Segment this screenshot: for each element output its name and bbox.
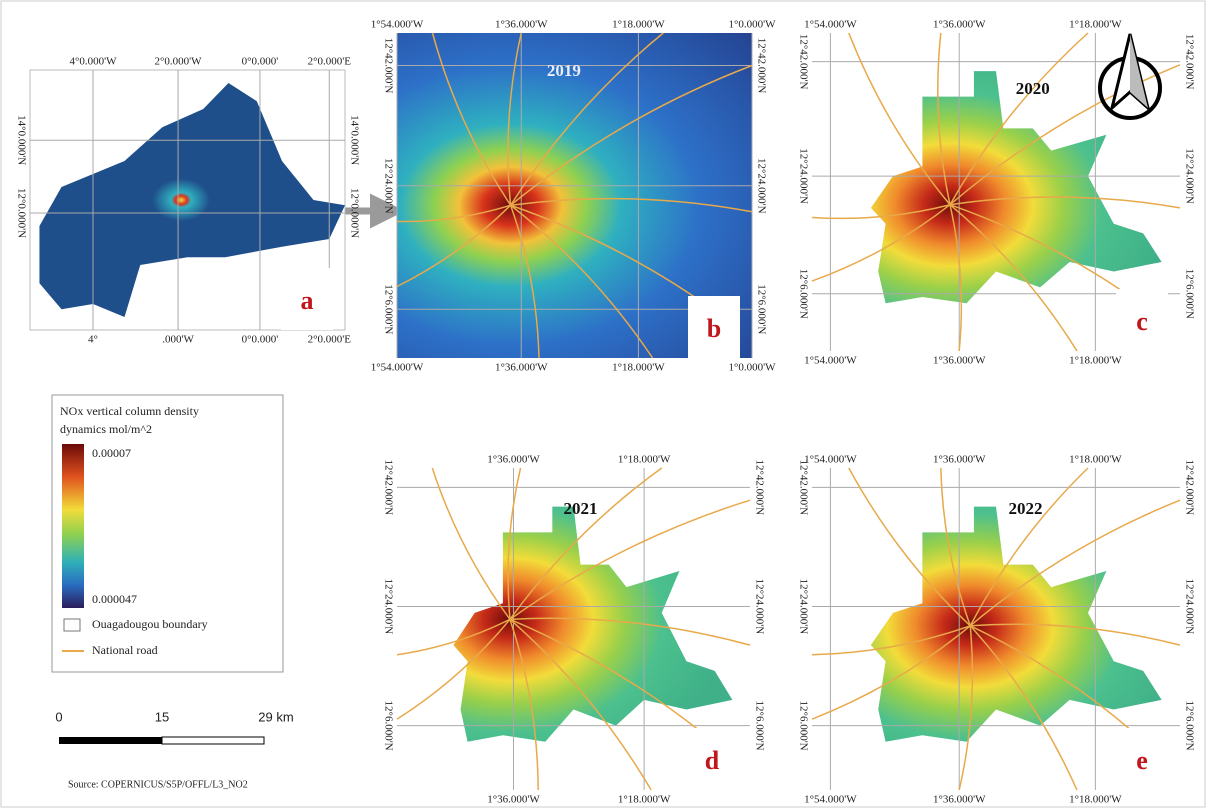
coord-label: 12°42.000'N — [382, 38, 394, 94]
coord-label: 1°18.000'W — [618, 454, 671, 466]
coord-label: 2°0.000'E — [308, 334, 352, 346]
coord-label: 1°36.000'W — [495, 362, 548, 374]
coord-label: 1°36.000'W — [933, 355, 986, 367]
coord-label: 12°6.000'N — [382, 284, 394, 334]
year-label: 2019 — [547, 61, 581, 80]
coord-label: 12°6.000'N — [753, 701, 765, 751]
panel-letter: c — [1136, 307, 1148, 336]
map-panel: 4°0.000'W 2°0.000'W 0°0.000' 2°0.000'E 4° .00… — [15, 56, 360, 346]
color-bar — [62, 444, 84, 608]
boundary-swatch — [64, 619, 80, 631]
coord-label: 1°36.000'W — [487, 794, 540, 806]
coord-label: 12°24.000'N — [1183, 579, 1195, 635]
coord-label: 12°24.000'N — [382, 158, 394, 214]
coord-label: 1°18.000'W — [612, 19, 665, 31]
coord-label: 12°24.000'N — [797, 579, 809, 635]
coord-label: 12°42.000'N — [797, 34, 809, 90]
coord-label: 1°0.000'W — [728, 19, 776, 31]
coord-label: 1°54.000'W — [804, 794, 857, 806]
figure: NOx vertical column density dynamics mol… — [0, 0, 1206, 808]
coord-label: 12°24.000'N — [382, 579, 394, 635]
coord-label: 1°18.000'W — [1069, 454, 1122, 466]
scale-label: 0 — [55, 709, 62, 724]
coord-label: 12°24.000'N — [755, 158, 767, 214]
coord-label: 14°0.000'N — [348, 115, 360, 165]
coord-label: 14°0.000'N — [15, 115, 27, 165]
scale-label: 15 — [155, 709, 169, 724]
coord-label: 2°0.000'W — [155, 56, 203, 68]
coord-label: 1°54.000'W — [371, 19, 424, 31]
year-label: 2020 — [1016, 79, 1050, 98]
coord-label: 12°24.000'N — [797, 148, 809, 204]
coord-label: 2°0.000'E — [308, 56, 352, 68]
coord-label: 12°42.000'N — [797, 460, 809, 516]
legend-min: 0.000047 — [92, 592, 137, 606]
panel-letter: e — [1136, 746, 1148, 775]
coord-label: 1°36.000'W — [933, 794, 986, 806]
coord-label: 0°0.000' — [242, 334, 279, 346]
coord-label: 12°6.000'N — [797, 701, 809, 751]
panel-letter: a — [301, 286, 314, 315]
coord-label: 1°18.000'W — [618, 794, 671, 806]
scale-label: 29 km — [258, 709, 293, 724]
coord-label: 4° — [88, 334, 98, 346]
coord-label: 12°6.000'N — [1183, 701, 1195, 751]
coord-label: 12°42.000'N — [1183, 460, 1195, 516]
coord-label: 1°0.000'W — [728, 362, 776, 374]
coord-label: 12°42.000'N — [1183, 34, 1195, 90]
panel-letter: d — [705, 746, 720, 775]
coord-label: 12°42.000'N — [382, 460, 394, 516]
source: Source: COPERNICUS/S5P/OFFL/L3_NO2 — [68, 779, 248, 790]
coord-label: 1°36.000'W — [495, 19, 548, 31]
coord-label: 1°18.000'W — [1069, 19, 1122, 31]
legend-title: NOx vertical column density — [60, 404, 199, 418]
coord-label: 12°6.000'N — [755, 284, 767, 334]
legend-title: dynamics mol/m^2 — [60, 422, 152, 436]
coord-label: 12°0.000'N — [348, 188, 360, 238]
coord-label: 1°36.000'W — [933, 454, 986, 466]
coord-label: 12°6.000'N — [797, 269, 809, 319]
legend-item: National road — [92, 643, 158, 657]
coord-label: 12°42.000'N — [755, 38, 767, 94]
coord-label: 12°24.000'N — [753, 579, 765, 635]
panel-letter: b — [707, 314, 721, 343]
coord-label: 1°54.000'W — [371, 362, 424, 374]
coord-label: 12°0.000'N — [15, 188, 27, 238]
coord-label: 1°54.000'W — [804, 454, 857, 466]
scale-bar — [59, 737, 162, 744]
map-panel: 1°36.000'W 1°18.000'W 1°36.000'W 1°18.000'W… — [382, 454, 765, 806]
coord-label: 1°36.000'W — [933, 19, 986, 31]
coord-label: 1°54.000'W — [804, 355, 857, 367]
coord-label: 0°0.000' — [242, 56, 279, 68]
map-panel: 1°54.000'W 1°36.000'W 1°18.000'W 1°54.000'W… — [797, 454, 1195, 806]
map-panel: 1°54.000'W 1°36.000'W 1°18.000'W 1°0.000'W 1… — [371, 19, 776, 374]
coord-label: 4°0.000'W — [69, 56, 117, 68]
coord-label: 12°6.000'N — [1183, 269, 1195, 319]
scale-bar — [162, 737, 264, 744]
coord-label: 12°24.000'N — [1183, 148, 1195, 204]
year-label: 2022 — [1008, 499, 1042, 518]
legend-item: Ouagadougou boundary — [92, 617, 208, 631]
coord-label: .000'W — [162, 334, 194, 346]
legend-max: 0.00007 — [92, 446, 131, 460]
coord-label: 1°18.000'W — [612, 362, 665, 374]
coord-label: 1°18.000'W — [1069, 794, 1122, 806]
year-label: 2021 — [564, 499, 598, 518]
coord-label: 12°42.000'N — [753, 460, 765, 516]
coord-label: 12°6.000'N — [382, 701, 394, 751]
coord-label: 1°54.000'W — [804, 19, 857, 31]
coord-label: 1°36.000'W — [487, 454, 540, 466]
coord-label: 1°18.000'W — [1069, 355, 1122, 367]
